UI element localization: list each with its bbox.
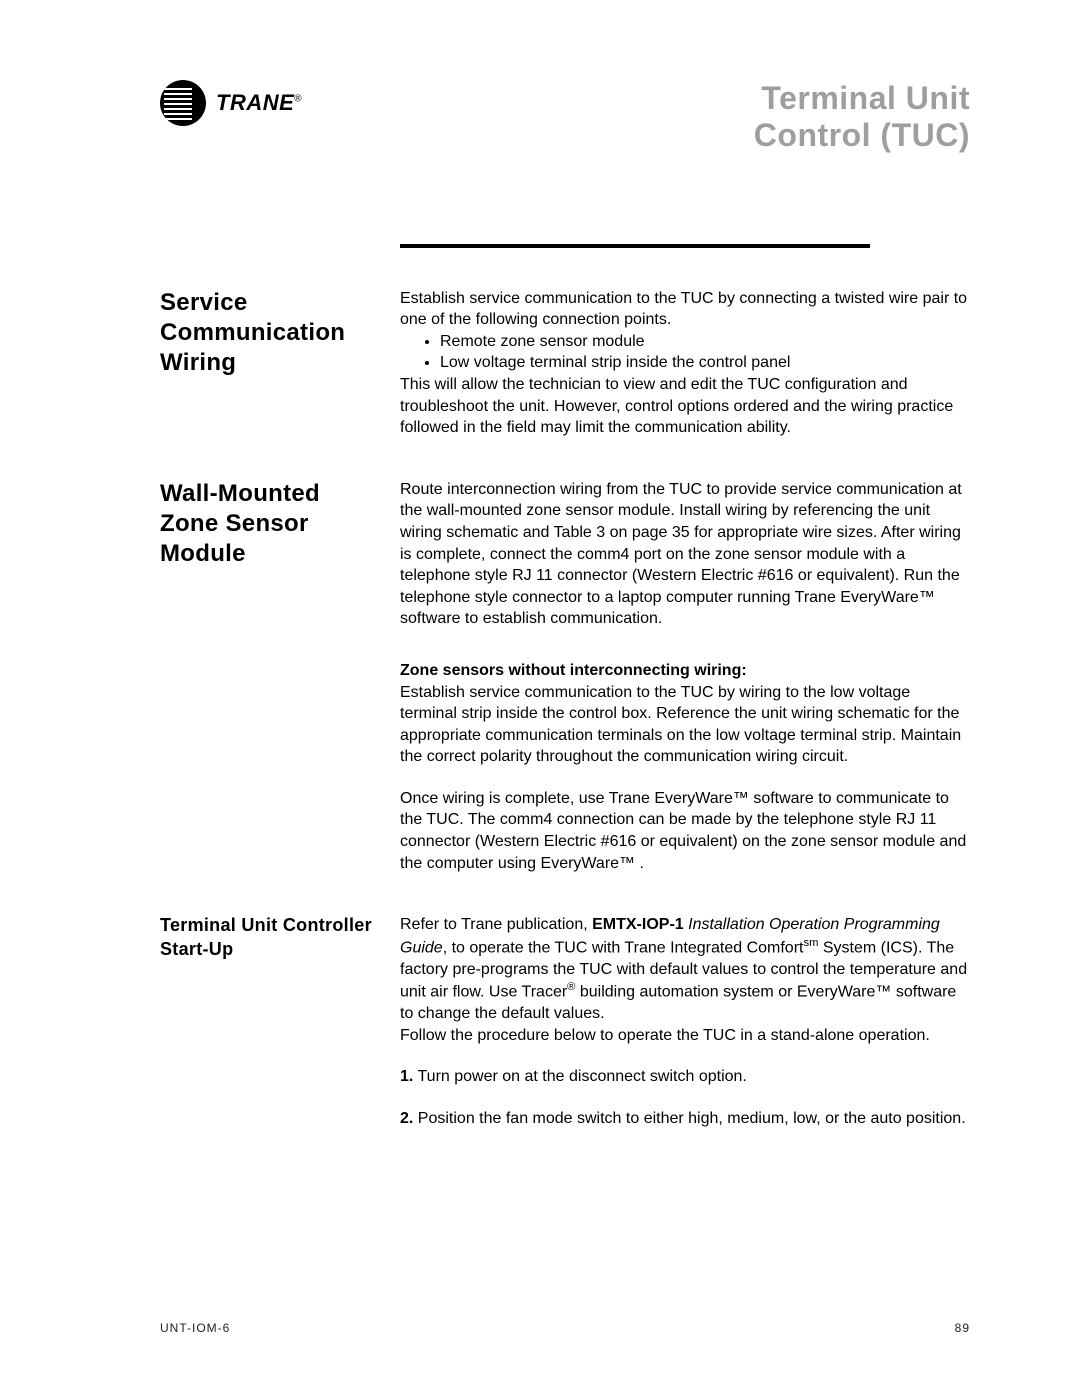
paragraph: Zone sensors without interconnecting wir… — [400, 660, 970, 682]
paragraph: Refer to Trane publication, EMTX-IOP-1 I… — [400, 914, 970, 1025]
section-service-communication-wiring: Service Communication Wiring Establish s… — [160, 288, 970, 439]
page-number: 89 — [955, 1321, 970, 1335]
section-heading: Service Communication Wiring — [160, 288, 400, 378]
document-title: Terminal Unit Control (TUC) — [754, 80, 970, 154]
section-wall-mounted-zone-sensor-module: Wall-Mounted Zone Sensor Module Route in… — [160, 479, 970, 875]
section-body: Refer to Trane publication, EMTX-IOP-1 I… — [400, 914, 970, 1129]
paragraph: Route interconnection wiring from the TU… — [400, 479, 970, 630]
page-header: TRANE® Terminal Unit Control (TUC) — [160, 80, 970, 154]
brand-logo: TRANE® — [160, 80, 302, 126]
doc-code: UNT-IOM-6 — [160, 1321, 230, 1335]
bold-label: Zone sensors without interconnecting wir… — [400, 662, 747, 679]
paragraph: Establish service communication to the T… — [400, 682, 970, 768]
section-body: Route interconnection wiring from the TU… — [400, 479, 970, 875]
section-subheading: Terminal Unit Controller Start-Up — [160, 914, 400, 961]
paragraph: This will allow the technician to view a… — [400, 374, 970, 439]
paragraph: Once wiring is complete, use Trane Every… — [400, 788, 970, 874]
brand-name: TRANE® — [216, 90, 302, 116]
paragraph: Establish service communication to the T… — [400, 288, 970, 331]
document-page: TRANE® Terminal Unit Control (TUC) Servi… — [0, 0, 1080, 1397]
step-item: 2. Position the fan mode switch to eithe… — [400, 1108, 970, 1130]
section-heading: Wall-Mounted Zone Sensor Module — [160, 479, 400, 569]
section-body: Establish service communication to the T… — [400, 288, 970, 439]
page-footer: UNT-IOM-6 89 — [160, 1321, 970, 1335]
list-item: Remote zone sensor module — [440, 331, 970, 353]
section-terminal-unit-controller-start-up: Terminal Unit Controller Start-Up Refer … — [160, 914, 970, 1129]
paragraph: Follow the procedure below to operate th… — [400, 1025, 970, 1047]
step-item: 1. Turn power on at the disconnect switc… — [400, 1066, 970, 1088]
bullet-list: Remote zone sensor module Low voltage te… — [400, 331, 970, 374]
title-rule — [400, 244, 870, 248]
content-area: Service Communication Wiring Establish s… — [160, 288, 970, 1130]
list-item: Low voltage terminal strip inside the co… — [440, 352, 970, 374]
logo-globe-icon — [160, 80, 206, 126]
